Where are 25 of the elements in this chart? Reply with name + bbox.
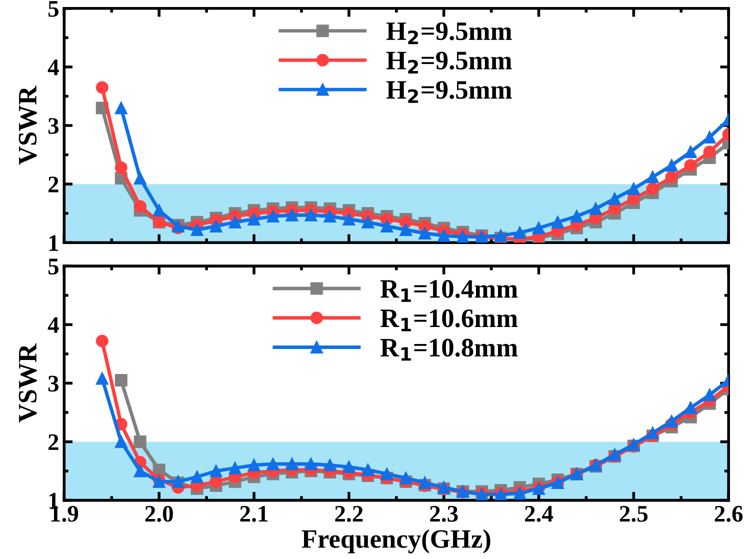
y-tick-label: 2 <box>48 434 58 450</box>
x-tick-label: 2.0 <box>145 506 173 522</box>
legend-label: H$_{2}$=9.5mm <box>386 22 512 44</box>
x-tick-label: 2.3 <box>430 506 458 522</box>
y-tick-label: 5 <box>48 1 58 17</box>
y-tick-label: 3 <box>48 118 59 134</box>
y-axis-title: VSWR <box>18 86 37 165</box>
legend-label: R$_{1}$=10.4mm <box>380 280 518 302</box>
legend-label: R$_{1}$=10.8mm <box>380 338 518 361</box>
x-tick-label: 2.6 <box>714 506 743 522</box>
y-tick-label: 3 <box>48 376 59 392</box>
x-tick-label: 2.2 <box>335 506 363 522</box>
x-axis-title: Frequency(GHz) <box>302 529 490 554</box>
y-tick-label: 5 <box>48 258 58 274</box>
y-axis-title: VSWR <box>18 343 37 422</box>
legend-label: R$_{1}$=10.6mm <box>380 309 518 332</box>
x-tick-label: 2.4 <box>524 506 554 522</box>
x-tick-label: 2.5 <box>620 506 648 522</box>
y-tick-label: 4 <box>48 317 59 333</box>
x-tick-label: 2.1 <box>240 506 268 522</box>
legend-label: H$_{2}$=9.5mm <box>386 81 512 103</box>
legend-label: H$_{2}$=9.5mm <box>386 52 512 74</box>
y-tick-label: 4 <box>48 60 59 76</box>
y-tick-label: 1 <box>49 235 58 251</box>
y-tick-label: 2 <box>48 176 58 192</box>
